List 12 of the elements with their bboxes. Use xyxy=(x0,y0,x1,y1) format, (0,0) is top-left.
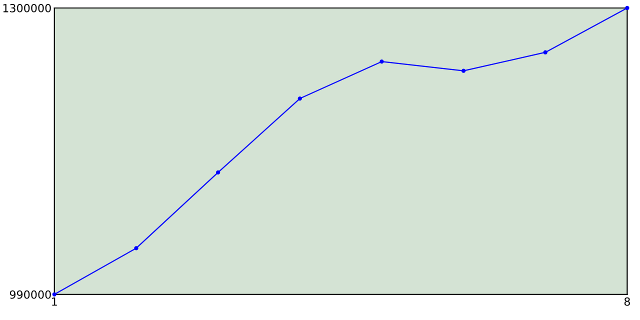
point xyxy=(52,292,56,296)
x-tick-label: 8 xyxy=(624,297,630,306)
x-tick-label: 1 xyxy=(52,298,57,306)
point xyxy=(461,68,466,73)
y-tick-label: 1300000 xyxy=(3,4,51,12)
point xyxy=(543,50,548,54)
point xyxy=(216,170,220,175)
point xyxy=(380,60,384,64)
point xyxy=(298,96,302,101)
point xyxy=(134,246,138,250)
y-tick-label: 990000 xyxy=(10,290,51,299)
point xyxy=(625,6,630,10)
